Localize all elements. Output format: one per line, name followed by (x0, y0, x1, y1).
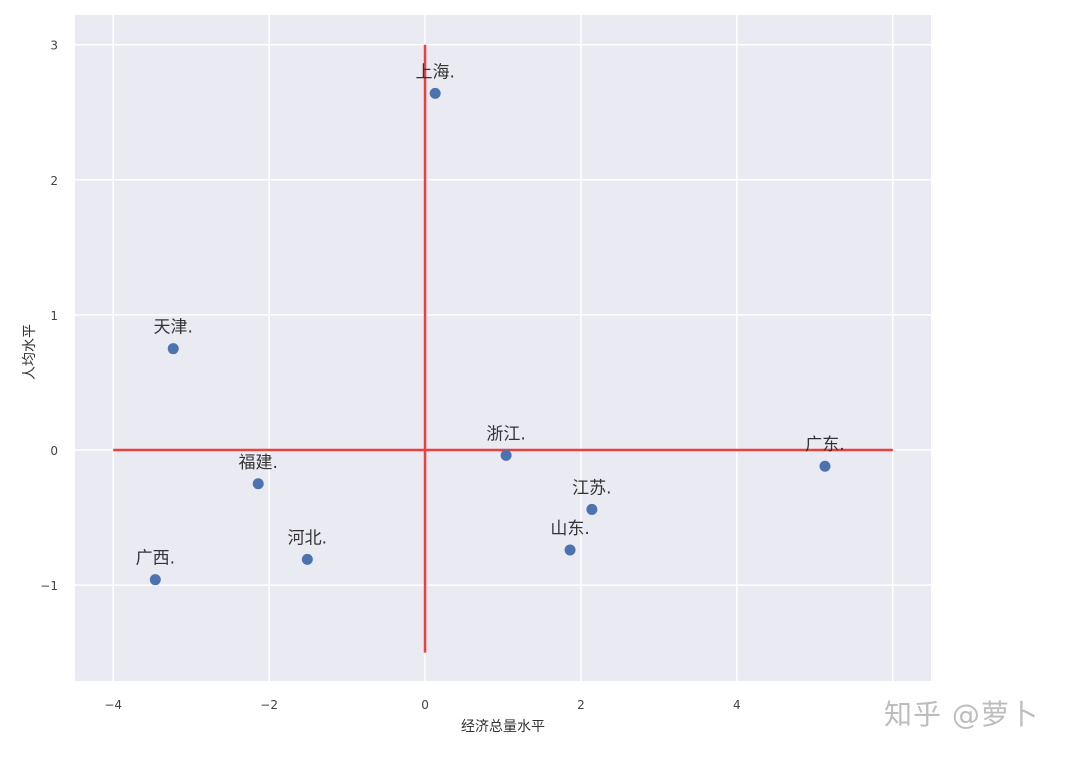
data-point (500, 449, 512, 461)
x-tick-label: 4 (733, 698, 741, 712)
point-label: 福建. (239, 453, 278, 473)
x-tick-label: 0 (421, 698, 429, 712)
y-tick-label: 1 (50, 309, 58, 323)
y-tick-label: 3 (50, 39, 58, 53)
y-axis-label: 人均水平 (22, 324, 38, 380)
y-axis-ticks: −1 0 1 2 3 (40, 39, 58, 593)
reference-lines (113, 44, 893, 653)
point-label: 上海. (415, 62, 454, 82)
point-label: 江苏. (572, 478, 611, 498)
data-point (301, 553, 313, 565)
y-tick-label: 2 (50, 174, 58, 188)
data-point (149, 574, 161, 586)
point-label: 天津. (154, 318, 193, 338)
y-tick-label: −1 (40, 579, 58, 593)
data-point (819, 460, 831, 472)
data-points: 上海. 天津. 浙江. 广东. 福建. 江苏. 山东. 河北. 广西. (136, 62, 845, 586)
point-label: 河北. (288, 528, 327, 548)
y-tick-label: 0 (50, 444, 58, 458)
data-point (252, 478, 264, 490)
data-point (429, 87, 441, 99)
point-label: 广东. (805, 435, 844, 455)
watermark: 知乎 @萝卜 (884, 698, 1039, 731)
x-tick-label: −2 (260, 698, 278, 712)
plot-area (75, 15, 931, 681)
x-tick-label: 2 (577, 698, 585, 712)
x-axis-label: 经济总量水平 (461, 719, 545, 735)
data-point (564, 544, 576, 556)
data-point (167, 343, 179, 355)
point-label: 山东. (550, 519, 589, 539)
point-label: 浙江. (486, 424, 525, 444)
x-axis-ticks: −4 −2 0 2 4 (104, 698, 740, 712)
point-label: 广西. (136, 549, 175, 569)
data-point (586, 503, 598, 515)
x-tick-label: −4 (104, 698, 122, 712)
